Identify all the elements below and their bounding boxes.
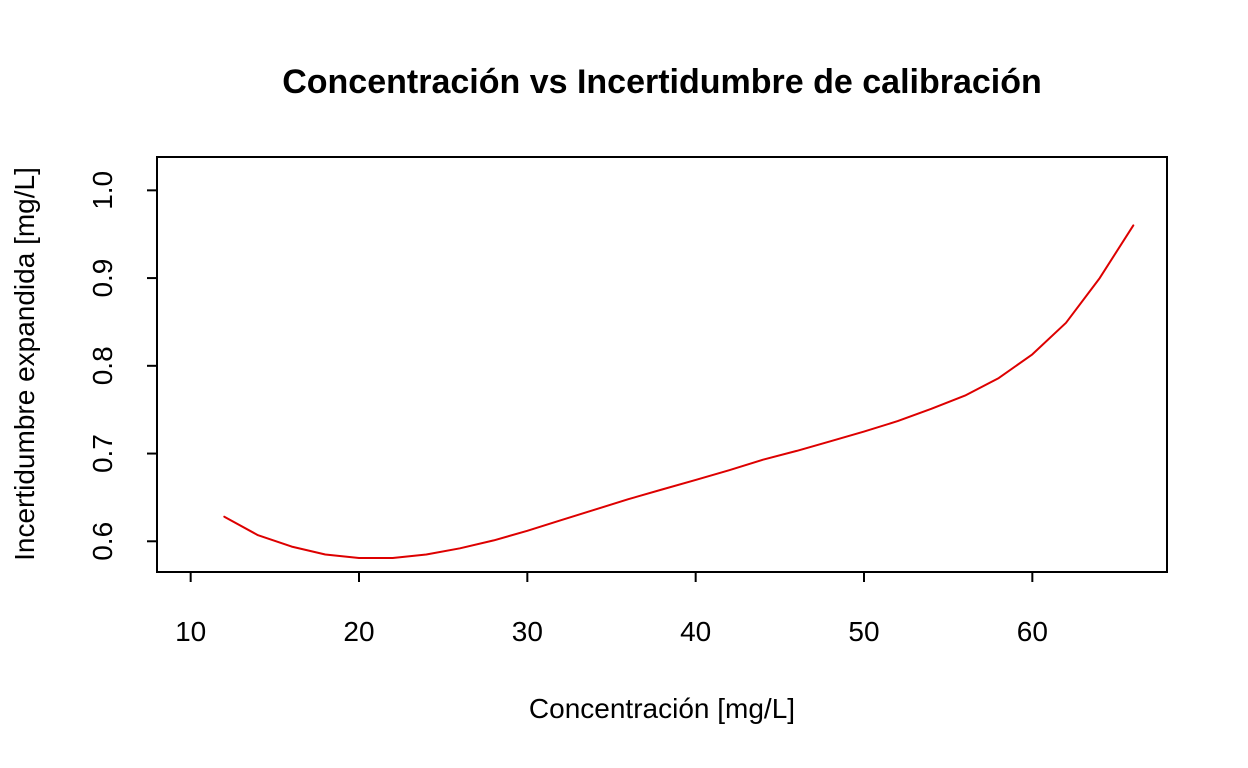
y-tick-label: 1.0 [87,171,118,210]
y-tick-label: 0.6 [87,522,118,561]
y-axis-title: Incertidumbre expandida [mg/L] [9,167,40,561]
x-tick-label: 60 [1017,616,1048,647]
x-axis: 10 20 30 40 50 60 [175,571,1048,647]
x-tick-label: 50 [848,616,879,647]
plot-frame [156,156,1168,573]
y-tick-label: 0.9 [87,259,118,298]
x-tick-label: 10 [175,616,206,647]
y-tick-label: 0.8 [87,346,118,385]
y-tick-label: 0.7 [87,434,118,473]
x-tick-label: 40 [680,616,711,647]
x-axis-title: Concentración [mg/L] [529,693,795,724]
x-tick-label: 20 [343,616,374,647]
x-tick-label: 30 [512,616,543,647]
series-line [223,224,1135,559]
y-axis: 0.6 0.7 0.8 0.9 1.0 [87,171,158,561]
chart-title: Concentración vs Incertidumbre de calibr… [282,63,1042,101]
